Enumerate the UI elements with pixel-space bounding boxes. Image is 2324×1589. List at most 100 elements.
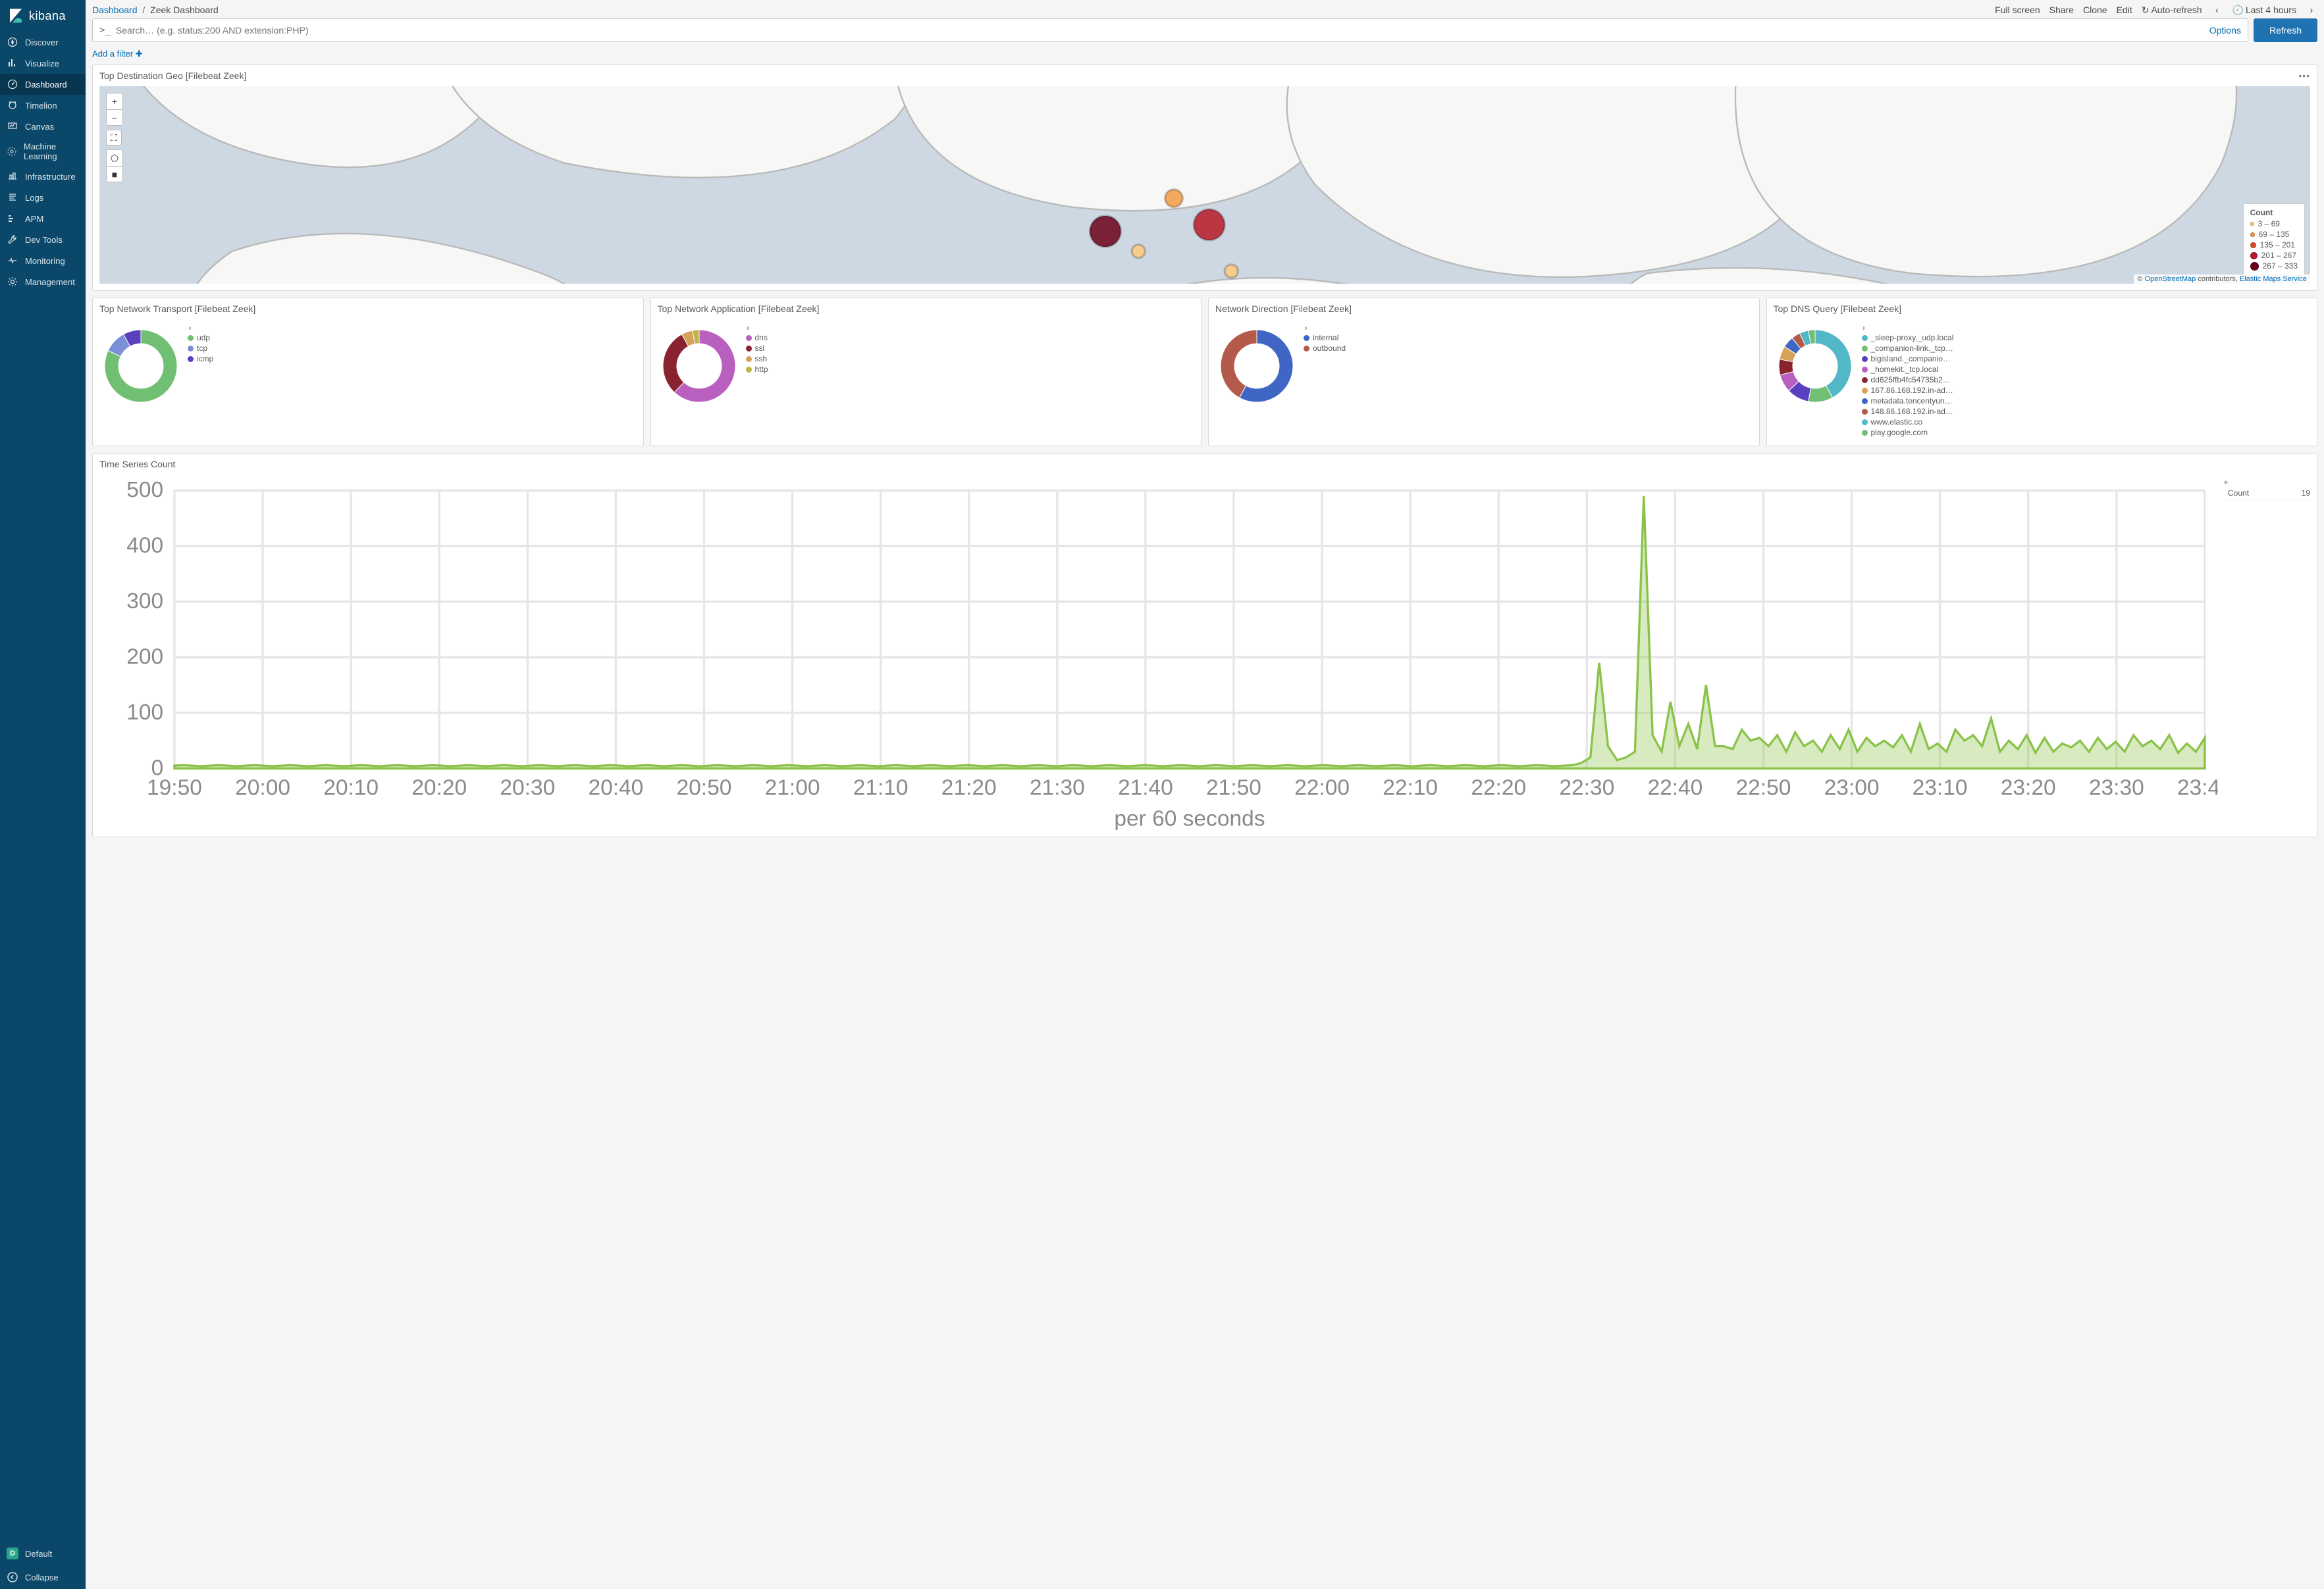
panel-donut-2: Network Direction [Filebeat Zeek]◗intern…	[1208, 298, 1760, 446]
svg-text:22:30: 22:30	[1559, 776, 1614, 800]
svg-text:200: 200	[126, 645, 163, 669]
rect-button[interactable]: ■	[107, 166, 122, 182]
breadcrumb: Dashboard / Zeek Dashboard	[92, 5, 219, 15]
nav-bottom: D Default Collapse	[0, 1542, 86, 1589]
legend-item[interactable]: metadata.tencentyun…	[1862, 396, 2312, 406]
sidebar-item-dashboard[interactable]: Dashboard	[0, 74, 86, 95]
legend-item[interactable]: Count 19	[2225, 486, 2310, 500]
panel-title: Top Network Application [Filebeat Zeek]	[651, 298, 1202, 319]
legend-toggle[interactable]: ▸	[2225, 477, 2229, 486]
apm-icon	[7, 213, 18, 224]
space-label: Default	[25, 1549, 52, 1559]
legend-item[interactable]: 167.86.168.192.in-ad…	[1862, 385, 2312, 396]
svg-text:21:20: 21:20	[941, 776, 997, 800]
legend-item[interactable]: www.elastic.co	[1862, 417, 2312, 427]
map-svg	[99, 86, 2310, 284]
collapse-sidebar[interactable]: Collapse	[0, 1565, 86, 1589]
legend-item[interactable]: _sleep-proxy._udp.local	[1862, 332, 2312, 343]
svg-text:20:30: 20:30	[500, 776, 555, 800]
logo[interactable]: kibana	[0, 0, 86, 32]
svg-text:21:30: 21:30	[1030, 776, 1085, 800]
map-legend: Count 3 – 6969 – 135135 – 201201 – 26726…	[2243, 203, 2305, 276]
panel-title: Time Series Count	[93, 454, 2317, 475]
legend-item[interactable]: play.google.com	[1862, 427, 2312, 438]
legend-item[interactable]: icmp	[188, 353, 638, 364]
refresh-button[interactable]: Refresh	[2254, 18, 2317, 42]
legend-item[interactable]: 148.86.168.192.in-ad…	[1862, 406, 2312, 417]
legend-item[interactable]: tcp	[188, 343, 638, 353]
fullscreen-link[interactable]: Full screen	[1995, 5, 2040, 15]
gauge-icon	[7, 78, 18, 90]
share-link[interactable]: Share	[2049, 5, 2074, 15]
ems-link[interactable]: Elastic Maps Service	[2240, 275, 2307, 283]
clone-link[interactable]: Clone	[2083, 5, 2107, 15]
time-next[interactable]: ›	[2306, 4, 2317, 16]
edit-link[interactable]: Edit	[2117, 5, 2132, 15]
canvas-icon	[7, 120, 18, 132]
svg-text:22:10: 22:10	[1383, 776, 1438, 800]
donut-legend: ◗dnssslsshhttp	[746, 323, 1196, 409]
legend-item[interactable]: _homekit._tcp.local	[1862, 364, 2312, 375]
legend-toggle[interactable]: ◗	[746, 323, 755, 332]
legend-item[interactable]: outbound	[1304, 343, 1754, 353]
zoom-out-button[interactable]: −	[107, 109, 122, 125]
panel-timeseries: Time Series Count 010020030040050019:502…	[92, 453, 2317, 837]
logs-icon	[7, 192, 18, 203]
panel-menu[interactable]: •••	[2298, 70, 2310, 81]
sidebar-item-management[interactable]: Management	[0, 271, 86, 292]
legend-item[interactable]: dns	[746, 332, 1196, 343]
legend-item[interactable]: dd625ffb4fc54735b2…	[1862, 375, 2312, 385]
svg-text:22:20: 22:20	[1471, 776, 1526, 800]
search-prompt-icon: >_	[99, 25, 111, 36]
crop-button[interactable]: ⛶	[106, 130, 122, 145]
svg-text:20:20: 20:20	[411, 776, 467, 800]
legend-toggle[interactable]: ◗	[1304, 323, 1313, 332]
sidebar-item-logs[interactable]: Logs	[0, 187, 86, 208]
legend-item[interactable]: bigisland._companio…	[1862, 353, 2312, 364]
time-prev[interactable]: ‹	[2211, 4, 2223, 16]
map-attribution: © OpenStreetMap contributors, Elastic Ma…	[2134, 274, 2310, 284]
space-selector[interactable]: D Default	[0, 1542, 86, 1565]
sidebar-item-visualize[interactable]: Visualize	[0, 53, 86, 74]
legend-item[interactable]: internal	[1304, 332, 1754, 343]
legend-item[interactable]: udp	[188, 332, 638, 343]
sidebar-item-discover[interactable]: Discover	[0, 32, 86, 53]
space-badge: D	[7, 1548, 18, 1559]
legend-item[interactable]: ssl	[746, 343, 1196, 353]
timerange[interactable]: 🕘Last 4 hours	[2232, 5, 2297, 16]
legend-toggle[interactable]: ◗	[1862, 323, 1871, 332]
search-box[interactable]: >_ Options	[92, 18, 2248, 42]
legend-item[interactable]: http	[746, 364, 1196, 375]
breadcrumb-root[interactable]: Dashboard	[92, 5, 138, 15]
svg-text:100: 100	[126, 700, 163, 725]
sidebar-item-dev-tools[interactable]: Dev Tools	[0, 229, 86, 250]
sidebar-item-canvas[interactable]: Canvas	[0, 116, 86, 137]
panel-donut-3: Top DNS Query [Filebeat Zeek]◗_sleep-pro…	[1766, 298, 2318, 446]
sidebar-item-machine-learning[interactable]: Machine Learning	[0, 137, 86, 166]
legend-toggle[interactable]: ◗	[188, 323, 197, 332]
svg-text:23:00: 23:00	[1824, 776, 1880, 800]
osm-link[interactable]: OpenStreetMap	[2145, 275, 2196, 283]
polygon-button[interactable]: ⬠	[107, 150, 122, 166]
autorefresh-link[interactable]: ↻Auto-refresh	[2142, 5, 2202, 16]
sidebar-item-monitoring[interactable]: Monitoring	[0, 250, 86, 271]
zoom-in-button[interactable]: +	[107, 93, 122, 109]
sidebar-item-apm[interactable]: APM	[0, 208, 86, 229]
timelion-icon	[7, 99, 18, 111]
panel-donut-0: Top Network Transport [Filebeat Zeek]◗ud…	[92, 298, 644, 446]
search-input[interactable]	[116, 25, 2209, 36]
search-options[interactable]: Options	[2209, 25, 2241, 36]
svg-text:20:00: 20:00	[235, 776, 290, 800]
legend-item[interactable]: _companion-link._tcp…	[1862, 343, 2312, 353]
svg-text:20:50: 20:50	[677, 776, 732, 800]
svg-text:22:00: 22:00	[1294, 776, 1350, 800]
sidebar-item-infrastructure[interactable]: Infrastructure	[0, 166, 86, 187]
add-filter[interactable]: Add a filter ✚	[92, 49, 143, 59]
sidebar-item-timelion[interactable]: Timelion	[0, 95, 86, 116]
map-body[interactable]: + − ⛶ ⬠ ■ Count 3 – 6969 – 135135 – 2012…	[99, 86, 2310, 284]
donut-legend: ◗udptcpicmp	[188, 323, 638, 409]
filter-row: Add a filter ✚	[86, 46, 2324, 65]
search-row: >_ Options Refresh	[86, 18, 2324, 46]
legend-item[interactable]: ssh	[746, 353, 1196, 364]
svg-text:300: 300	[126, 589, 163, 613]
